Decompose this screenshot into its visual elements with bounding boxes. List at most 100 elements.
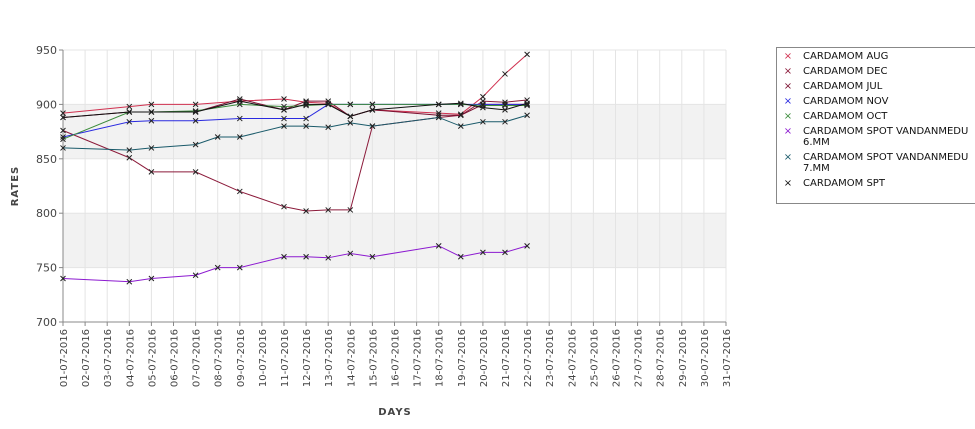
data-point-marker [502, 249, 508, 256]
data-point-marker [148, 109, 155, 115]
data-point-marker [457, 101, 464, 108]
data-point-marker [347, 101, 354, 108]
legend-label: CARDAMOM JUL [803, 81, 883, 92]
legend-label: CARDAMOM OCT [803, 111, 888, 122]
data-point-marker [480, 104, 486, 111]
data-point-marker [126, 103, 133, 110]
x-tick-label: 06-07-2016 [170, 329, 181, 387]
x-tick-label: 11-07-2016 [280, 329, 291, 387]
legend-item: × CARDAMOM SPOT VANDANMEDU 6.MM [781, 126, 975, 148]
data-point-marker [369, 106, 376, 113]
data-point-marker [126, 118, 133, 125]
legend-marker-icon: × [783, 178, 793, 189]
data-point-marker [303, 115, 309, 122]
series-lines [60, 51, 530, 285]
data-point-marker [126, 109, 133, 115]
y-axis-ticks: 700 750 800 850 900 950 [36, 44, 63, 329]
x-tick-label: 24-07-2016 [567, 329, 578, 387]
data-point-marker [524, 101, 530, 108]
y-tick-label: 700 [36, 316, 57, 329]
data-point-marker [369, 123, 376, 130]
data-point-marker [480, 93, 486, 100]
data-point-marker [457, 100, 464, 107]
data-point-marker [435, 114, 442, 121]
legend-marker-icon: × [783, 51, 793, 62]
legend-label: CARDAMOM NOV [803, 96, 889, 107]
x-tick-label: 07-07-2016 [192, 329, 203, 387]
data-point-marker [236, 134, 243, 140]
data-point-marker [60, 110, 66, 116]
data-point-marker [148, 275, 155, 282]
data-point-marker [60, 275, 66, 282]
data-point-marker [457, 112, 464, 119]
data-point-marker [192, 117, 199, 124]
data-point-marker [524, 51, 530, 58]
legend-item: × CARDAMOM DEC [781, 66, 975, 77]
data-point-marker [214, 264, 221, 271]
x-tick-label: 19-07-2016 [457, 329, 468, 387]
series-group [60, 112, 530, 153]
x-tick-label: 05-07-2016 [147, 329, 158, 387]
x-tick-label: 16-07-2016 [391, 329, 402, 387]
legend-marker-icon: × [783, 81, 793, 92]
x-tick-label: 23-07-2016 [545, 329, 556, 387]
x-tick-label: 08-07-2016 [214, 329, 225, 387]
data-point-marker [192, 101, 199, 108]
data-point-marker [325, 101, 332, 108]
data-point-marker [347, 120, 354, 126]
x-tick-label: 21-07-2016 [501, 329, 512, 387]
legend: × CARDAMOM AUG × CARDAMOM DEC × CARDAMOM JUL ×… [776, 47, 975, 204]
data-point-marker [369, 253, 376, 260]
data-point-marker [281, 123, 287, 130]
data-point-marker [192, 169, 199, 175]
data-point-marker [325, 207, 332, 213]
data-point-marker [457, 253, 464, 260]
data-point-marker [60, 136, 66, 143]
data-point-marker [60, 145, 66, 151]
data-point-marker [480, 118, 486, 125]
x-tick-label: 13-07-2016 [324, 329, 335, 387]
x-tick-label: 03-07-2016 [103, 329, 114, 387]
data-point-marker [502, 102, 508, 109]
y-tick-label: 750 [36, 262, 57, 275]
data-point-marker [236, 98, 243, 104]
data-point-marker [303, 123, 309, 130]
data-point-marker [126, 147, 133, 153]
data-point-marker [325, 254, 332, 261]
x-tick-label: 31-07-2016 [722, 329, 733, 387]
data-point-marker [60, 114, 66, 121]
data-point-marker [148, 145, 155, 151]
series-group [60, 98, 530, 121]
legend-label: CARDAMOM SPT [803, 178, 885, 189]
data-point-marker [524, 242, 530, 249]
data-point-marker [192, 109, 199, 115]
data-point-marker [236, 188, 243, 195]
data-point-marker [281, 106, 287, 113]
data-point-marker [281, 203, 287, 210]
data-point-marker [325, 124, 332, 131]
data-point-marker [303, 102, 309, 109]
data-point-marker [126, 154, 133, 161]
data-point-marker [236, 96, 243, 102]
x-tick-label: 25-07-2016 [589, 329, 600, 387]
data-point-marker [435, 242, 442, 249]
data-point-marker [435, 101, 442, 108]
legend-item: × CARDAMOM JUL [781, 81, 975, 92]
legend-marker-icon: × [783, 66, 793, 77]
y-tick-label: 950 [36, 44, 57, 57]
legend-marker-icon: × [783, 126, 793, 137]
data-point-marker [457, 123, 464, 130]
x-tick-label: 18-07-2016 [435, 329, 446, 387]
data-point-marker [502, 71, 508, 77]
data-point-marker [303, 253, 309, 260]
series-line [62, 245, 528, 283]
data-point-marker [480, 249, 486, 256]
data-point-marker [60, 127, 66, 134]
series-line [62, 114, 528, 151]
y-tick-label: 800 [36, 207, 57, 220]
legend-marker-icon: × [783, 152, 793, 163]
data-point-marker [281, 253, 287, 260]
x-tick-label: 01-07-2016 [59, 329, 70, 387]
data-point-marker [369, 101, 376, 108]
x-tick-label: 17-07-2016 [413, 329, 424, 387]
